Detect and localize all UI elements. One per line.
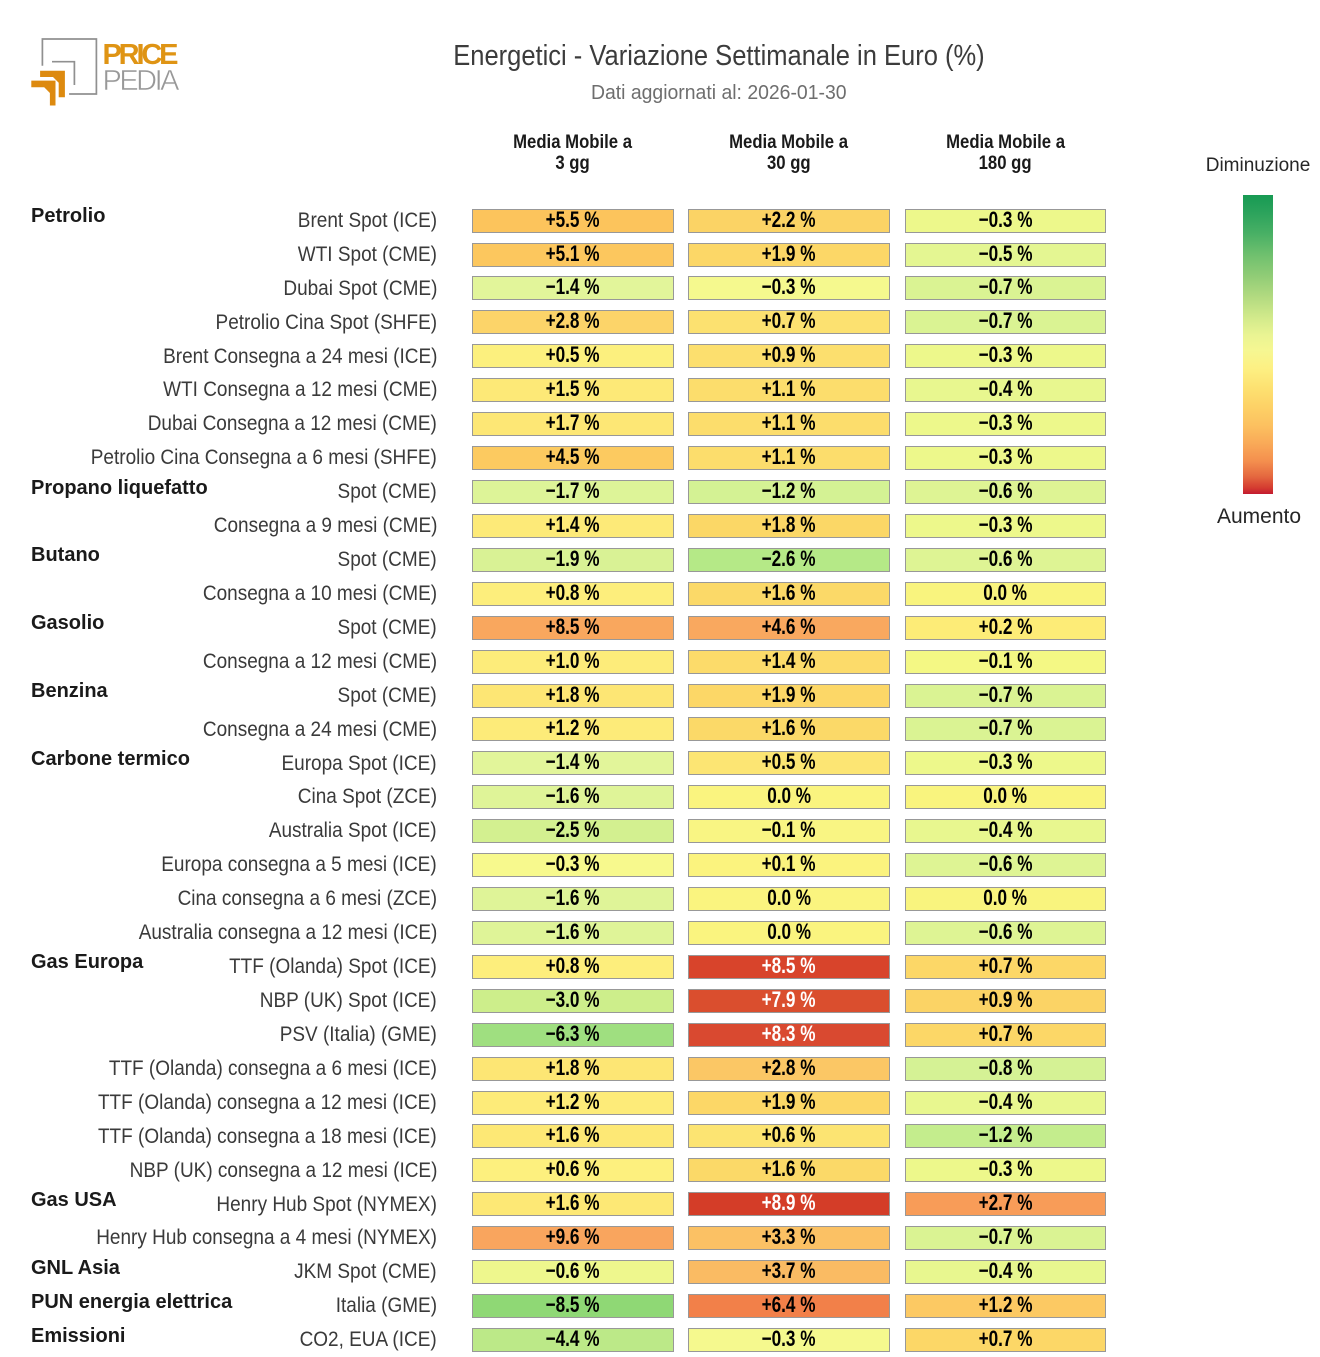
svg-text:PEDIA: PEDIA	[103, 65, 181, 97]
svg-text:PRICE: PRICE	[103, 39, 179, 71]
